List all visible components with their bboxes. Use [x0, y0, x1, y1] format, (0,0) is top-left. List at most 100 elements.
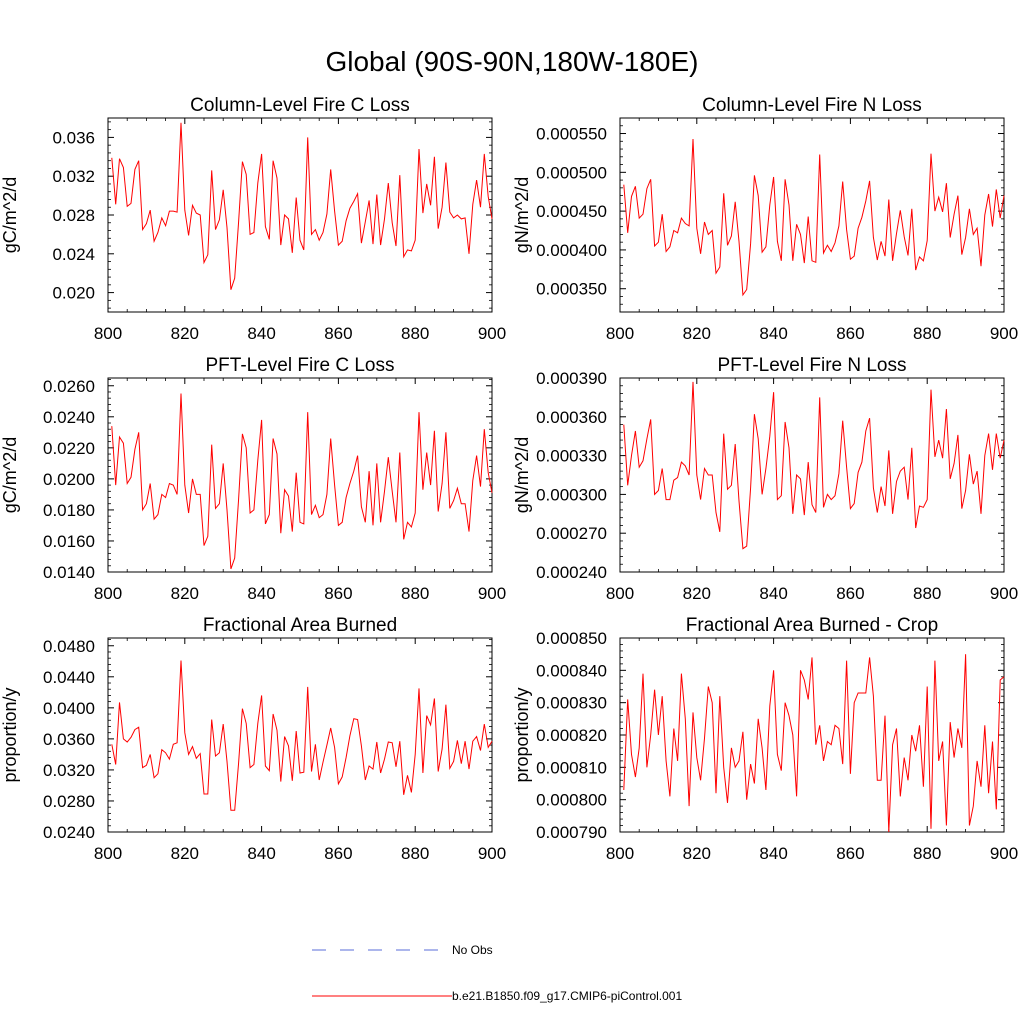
x-tick-label: 840 [759, 584, 787, 603]
panel-title: Fractional Area Burned - Crop [686, 615, 938, 636]
series-line [111, 122, 493, 290]
x-tick-label: 900 [990, 844, 1018, 863]
y-axis-label: gN/m^2/d [512, 437, 532, 513]
y-tick-label: 0.0280 [43, 792, 95, 811]
x-tick-label: 900 [478, 844, 506, 863]
y-tick-label: 0.000810 [536, 758, 607, 777]
y-tick-label: 0.000270 [536, 524, 607, 543]
y-tick-label: 0.000830 [536, 694, 607, 713]
y-tick-label: 0.000360 [536, 408, 607, 427]
x-tick-label: 900 [478, 584, 506, 603]
x-tick-label: 820 [683, 844, 711, 863]
x-tick-label: 860 [324, 324, 352, 343]
x-tick-label: 820 [171, 844, 199, 863]
y-tick-label: 0.000390 [536, 369, 607, 388]
x-tick-label: 800 [94, 584, 122, 603]
y-tick-label: 0.0260 [43, 377, 95, 396]
y-tick-label: 0.000500 [536, 163, 607, 182]
y-axis-label: gC/m^2/d [0, 437, 20, 513]
y-tick-label: 0.024 [52, 245, 95, 264]
x-tick-label: 800 [94, 844, 122, 863]
series-line [623, 381, 1005, 550]
legend-label-model: b.e21.B1850.f09_g17.CMIP6-piControl.001 [452, 989, 682, 1003]
series-line [111, 660, 493, 811]
chart-panel-6: 800 820 840 860 880 900 0.000790 0.000800 0.0008… [512, 615, 1018, 863]
x-tick-label: 840 [247, 324, 275, 343]
chart-panel-2: 800 820 840 860 880 900 0.000350 0.000400 0.0004… [512, 95, 1018, 343]
x-tick-label: 900 [990, 584, 1018, 603]
y-tick-label: 0.000840 [536, 661, 607, 680]
y-tick-label: 0.0360 [43, 730, 95, 749]
x-tick-label: 880 [401, 844, 429, 863]
x-tick-label: 860 [836, 584, 864, 603]
y-tick-label: 0.0140 [43, 563, 95, 582]
x-tick-label: 880 [401, 584, 429, 603]
series-line [623, 138, 1005, 297]
panel-title: Column-Level Fire C Loss [190, 95, 410, 116]
y-axis-label: gC/m^2/d [0, 177, 20, 253]
x-tick-label: 880 [913, 324, 941, 343]
x-tick-label: 880 [913, 584, 941, 603]
y-tick-label: 0.0200 [43, 470, 95, 489]
y-tick-label: 0.0240 [43, 823, 95, 842]
y-axis-label: gN/m^2/d [512, 177, 532, 253]
y-tick-label: 0.0240 [43, 408, 95, 427]
y-tick-label: 0.000240 [536, 563, 607, 582]
x-tick-label: 820 [171, 584, 199, 603]
y-tick-label: 0.000850 [536, 629, 607, 648]
x-tick-label: 820 [683, 584, 711, 603]
y-tick-label: 0.000800 [536, 791, 607, 810]
panel-title: PFT-Level Fire C Loss [206, 355, 395, 376]
x-tick-label: 900 [478, 324, 506, 343]
y-tick-label: 0.028 [52, 206, 95, 225]
y-tick-label: 0.000550 [536, 125, 607, 144]
y-tick-label: 0.000330 [536, 447, 607, 466]
legend: No Obs b.e21.B1850.f09_g17.CMIP6-piContr… [312, 943, 682, 1003]
chart-panel-1: 800 820 840 860 880 900 0.020 0.024 0.028 0.032 0.… [0, 95, 506, 343]
y-tick-label: 0.0180 [43, 501, 95, 520]
y-tick-label: 0.032 [52, 167, 95, 186]
y-axis-label: proportion/y [512, 687, 532, 782]
chart-panel-5: 800 820 840 860 880 900 0.0240 0.0280 0.0320 0.03… [0, 615, 506, 863]
y-tick-label: 0.000400 [536, 241, 607, 260]
panel-title: PFT-Level Fire N Loss [718, 355, 907, 376]
x-tick-label: 900 [990, 324, 1018, 343]
y-tick-label: 0.020 [52, 284, 95, 303]
x-tick-label: 860 [836, 324, 864, 343]
x-tick-label: 800 [606, 324, 634, 343]
y-tick-label: 0.0480 [43, 637, 95, 656]
x-tick-label: 840 [247, 584, 275, 603]
x-tick-label: 820 [683, 324, 711, 343]
x-tick-label: 860 [836, 844, 864, 863]
y-tick-label: 0.000350 [536, 280, 607, 299]
x-tick-label: 800 [606, 844, 634, 863]
x-tick-label: 800 [94, 324, 122, 343]
y-tick-label: 0.0220 [43, 439, 95, 458]
x-tick-label: 840 [247, 844, 275, 863]
x-tick-label: 800 [606, 584, 634, 603]
x-tick-label: 880 [913, 844, 941, 863]
x-tick-label: 860 [324, 844, 352, 863]
x-tick-label: 840 [759, 324, 787, 343]
panels: 800 820 840 860 880 900 0.020 0.024 0.028 0.032 0.… [0, 95, 1018, 863]
x-tick-label: 840 [759, 844, 787, 863]
y-tick-label: 0.0400 [43, 699, 95, 718]
panel-title: Fractional Area Burned [203, 615, 397, 636]
legend-label-no-obs: No Obs [452, 943, 493, 957]
y-tick-label: 0.0320 [43, 761, 95, 780]
chart-panel-4: 800 820 840 860 880 900 0.000240 0.000270 0.0003… [512, 355, 1018, 603]
y-axis-label: proportion/y [0, 687, 20, 782]
series-line [111, 393, 493, 570]
series-line [623, 654, 1005, 833]
x-tick-label: 820 [171, 324, 199, 343]
y-tick-label: 0.0440 [43, 668, 95, 687]
panel-title: Column-Level Fire N Loss [702, 95, 922, 116]
y-tick-label: 0.000820 [536, 726, 607, 745]
y-tick-label: 0.036 [52, 128, 95, 147]
y-tick-label: 0.000790 [536, 823, 607, 842]
y-tick-label: 0.000450 [536, 202, 607, 221]
y-tick-label: 0.000300 [536, 485, 607, 504]
x-tick-label: 860 [324, 584, 352, 603]
